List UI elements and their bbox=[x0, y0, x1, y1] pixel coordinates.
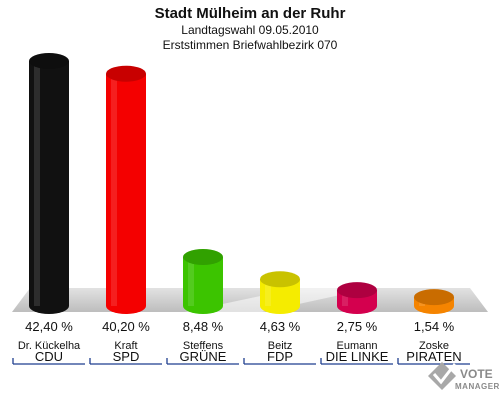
bar-body-cdu bbox=[29, 61, 69, 314]
value-label-fdp: 4,63 % bbox=[260, 319, 301, 334]
chart-subtitle-date: Landtagswahl 09.05.2010 bbox=[181, 23, 319, 37]
value-label-spd: 40,20 % bbox=[102, 319, 150, 334]
bar-highlight-fdp bbox=[265, 279, 271, 306]
bar-body-gr-ne bbox=[183, 257, 223, 314]
bar-piraten bbox=[414, 289, 454, 314]
bar-body-fdp bbox=[260, 279, 300, 314]
bar-highlight-gr-ne bbox=[188, 257, 194, 306]
chart-subtitle-district: Erststimmen Briefwahlbezirk 070 bbox=[163, 38, 338, 52]
bar-fdp bbox=[260, 271, 300, 314]
candidate-label-cdu: Dr. Kückelha bbox=[18, 340, 81, 352]
candidate-label-fdp: Beitz bbox=[268, 340, 292, 352]
logo-line2: MANAGER bbox=[455, 382, 500, 391]
bar-die-linke bbox=[337, 282, 377, 314]
bar-gr-ne bbox=[183, 249, 223, 314]
party-label-spd: SPD bbox=[113, 349, 140, 364]
candidate-label-die-linke: Eumann bbox=[337, 340, 378, 352]
party-label-fdp: FDP bbox=[267, 349, 293, 364]
checkmark-ballot-icon bbox=[428, 362, 457, 390]
candidate-label-piraten: Zoske bbox=[419, 340, 449, 352]
bar-highlight-die-linke bbox=[342, 290, 348, 306]
bar-body-spd bbox=[106, 73, 146, 314]
value-label-gr-ne: 8,48 % bbox=[183, 319, 224, 334]
candidate-label-spd: Kraft bbox=[114, 340, 137, 352]
bar-cdu bbox=[29, 53, 69, 314]
party-label-cdu: CDU bbox=[35, 349, 63, 364]
logo-line1: VOTE bbox=[460, 367, 493, 381]
bar-top-piraten bbox=[414, 289, 454, 306]
party-label-piraten: PIRATEN bbox=[406, 349, 461, 364]
candidate-label-gr-ne: Steffens bbox=[183, 340, 224, 352]
bar-group bbox=[29, 53, 454, 314]
bar-highlight-spd bbox=[111, 73, 117, 306]
bar-top-fdp bbox=[260, 271, 300, 288]
value-label-cdu: 42,40 % bbox=[25, 319, 73, 334]
party-label-gr-ne: GRÜNE bbox=[180, 349, 227, 364]
bar-top-spd bbox=[106, 65, 146, 82]
bar-spd bbox=[106, 65, 146, 314]
bar-highlight-cdu bbox=[34, 61, 40, 306]
bar-top-die-linke bbox=[337, 282, 377, 299]
value-label-die-linke: 2,75 % bbox=[337, 319, 378, 334]
party-label-die-linke: DIE LINKE bbox=[326, 349, 389, 364]
chart-title: Stadt Mülheim an der Ruhr bbox=[155, 5, 346, 22]
vote-manager-logo: VOTE MANAGER bbox=[428, 362, 500, 391]
value-label-piraten: 1,54 % bbox=[414, 319, 455, 334]
bar-top-gr-ne bbox=[183, 249, 223, 265]
bar-top-cdu bbox=[29, 53, 69, 69]
